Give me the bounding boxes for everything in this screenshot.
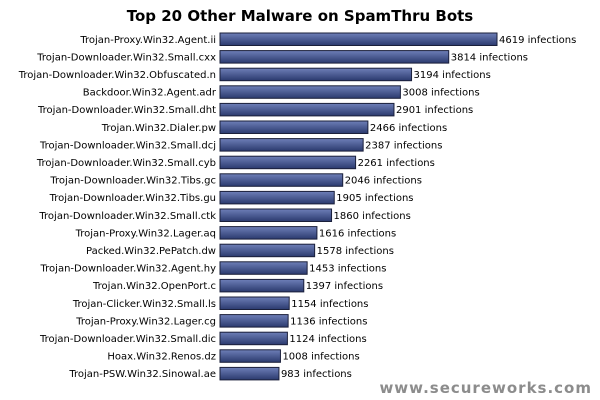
value-label: 1124 infections xyxy=(289,334,366,345)
value-label: 3194 infections xyxy=(414,70,491,81)
bar xyxy=(219,50,450,64)
category-label: Trojan.Win32.Dialer.pw xyxy=(101,123,216,134)
bar xyxy=(219,120,369,134)
bar xyxy=(219,173,344,187)
category-label: Trojan-Downloader.Win32.Obfuscated.n xyxy=(18,70,216,81)
bar xyxy=(219,85,401,99)
bar xyxy=(219,296,290,310)
bar xyxy=(219,138,364,152)
category-label: Trojan-Downloader.Win32.Small.ctk xyxy=(38,211,216,222)
category-label: Trojan-Proxy.Win32.Agent.ii xyxy=(79,35,216,46)
category-label: Trojan-Clicker.Win32.Small.ls xyxy=(72,299,216,310)
category-label: Trojan-Downloader.Win32.Small.dht xyxy=(37,105,216,116)
category-label: Packed.Win32.PePatch.dw xyxy=(86,246,216,257)
bars-group: Trojan-Proxy.Win32.Agent.ii 4619 infectio… xyxy=(18,32,576,381)
bar xyxy=(219,243,316,258)
bar xyxy=(219,349,281,363)
value-label: 1860 infections xyxy=(334,211,411,222)
category-label: Trojan-Downloader.Win32.Small.dic xyxy=(39,334,216,345)
bar xyxy=(219,226,318,240)
category-label: Trojan-Downloader.Win32.Tibs.gc xyxy=(49,176,216,187)
value-label: 983 infections xyxy=(281,369,352,380)
value-label: 4619 infections xyxy=(499,35,576,46)
value-label: 1578 infections xyxy=(317,246,394,257)
value-label: 2046 infections xyxy=(345,176,422,187)
chart-title: Top 20 Other Malware on SpamThru Bots xyxy=(127,7,474,25)
category-label: Trojan-Downloader.Win32.Small.cxx xyxy=(36,52,216,63)
bar xyxy=(219,208,333,222)
watermark-text: www.secureworks.com xyxy=(379,379,592,397)
value-label: 2466 infections xyxy=(370,123,447,134)
category-label: Trojan-Downloader.Win32.Small.dcj xyxy=(39,140,216,151)
bar xyxy=(219,67,413,82)
category-label: Trojan-PSW.Win32.Sinowal.ae xyxy=(68,369,216,380)
category-label: Trojan-Downloader.Win32.Small.cyb xyxy=(36,158,216,169)
bar xyxy=(219,261,308,275)
category-label: Trojan-Proxy.Win32.Lager.cg xyxy=(75,316,216,327)
category-label: Trojan.Win32.OpenPort.c xyxy=(92,281,216,292)
bar xyxy=(219,331,288,346)
bar xyxy=(219,102,395,117)
value-label: 3008 infections xyxy=(402,88,479,99)
category-label: Backdoor.Win32.Agent.adr xyxy=(83,88,217,99)
bar xyxy=(219,314,289,328)
value-label: 1154 infections xyxy=(291,299,368,310)
bar xyxy=(219,278,305,293)
value-label: 1616 infections xyxy=(319,228,396,239)
category-label: Trojan-Downloader.Win32.Agent.hy xyxy=(40,264,217,275)
bar xyxy=(219,366,280,381)
category-label: Hoax.Win32.Renos.dz xyxy=(107,352,216,363)
bar xyxy=(219,32,498,46)
value-label: 1397 infections xyxy=(306,281,383,292)
bar xyxy=(219,190,335,205)
value-label: 2901 infections xyxy=(396,105,473,116)
value-label: 3814 infections xyxy=(451,52,528,63)
value-label: 1905 infections xyxy=(336,193,413,204)
value-label: 1008 infections xyxy=(282,352,359,363)
value-label: 1136 infections xyxy=(290,316,367,327)
value-label: 1453 infections xyxy=(309,264,386,275)
bar xyxy=(219,155,357,170)
value-label: 2261 infections xyxy=(358,158,435,169)
category-label: Trojan-Downloader.Win32.Tibs.gu xyxy=(49,193,216,204)
category-label: Trojan-Proxy.Win32.Lager.aq xyxy=(75,228,216,239)
value-label: 2387 infections xyxy=(365,140,442,151)
